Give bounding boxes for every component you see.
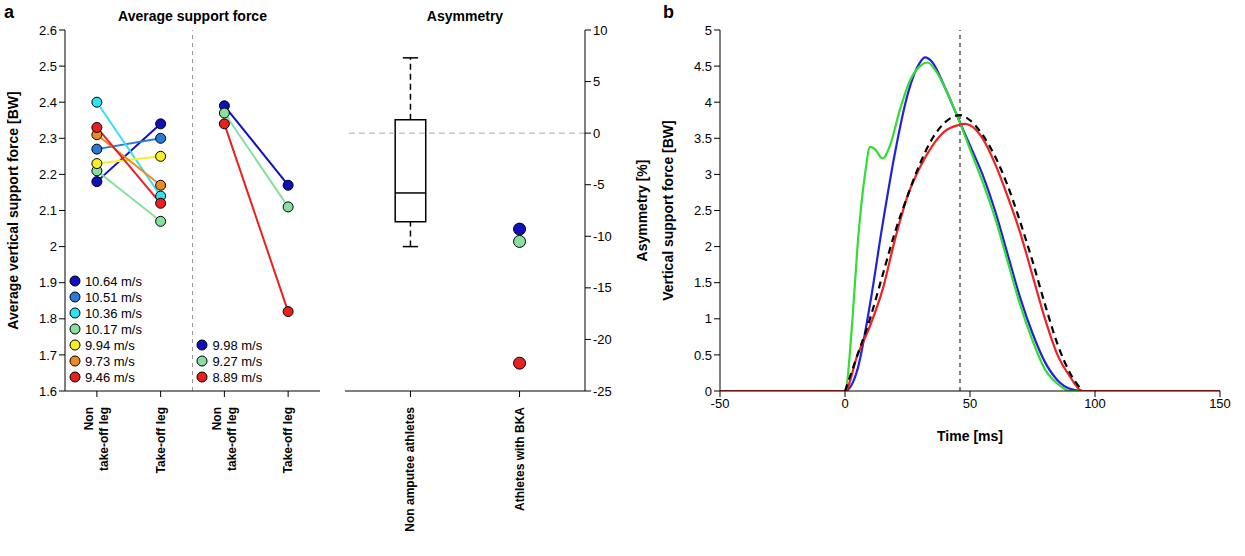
svg-text:0: 0 xyxy=(841,396,848,411)
svg-text:Vertical support force [BW]: Vertical support force [BW] xyxy=(660,120,676,300)
svg-text:2.3: 2.3 xyxy=(39,131,57,146)
html-text:10.36 m/s: 10.36 m/s xyxy=(84,305,142,321)
svg-text:1.5: 1.5 xyxy=(694,275,712,290)
html-text:Average support force: Average support force xyxy=(118,8,267,24)
html-text:10.51 m/s: 10.51 m/s xyxy=(84,289,142,305)
svg-text:0: 0 xyxy=(705,384,712,399)
svg-text:Non amputee athletes: Non amputee athletes xyxy=(403,407,417,532)
html-text:10.17 m/s: 10.17 m/s xyxy=(84,321,142,337)
svg-text:2: 2 xyxy=(50,239,57,254)
html-text:b: b xyxy=(663,2,674,22)
svg-text:3: 3 xyxy=(705,167,712,182)
html-text:Asymmetry: Asymmetry xyxy=(426,8,504,24)
svg-text:Time [ms]: Time [ms] xyxy=(937,428,1003,444)
svg-text:Take-off leg: Take-off leg xyxy=(154,407,168,473)
svg-text:1.7: 1.7 xyxy=(39,348,57,363)
html-text:9.73 m/s: 9.73 m/s xyxy=(84,353,135,369)
svg-text:-15: -15 xyxy=(593,280,612,295)
svg-text:100: 100 xyxy=(1084,396,1106,411)
svg-text:0.5: 0.5 xyxy=(694,348,712,363)
svg-text:150: 150 xyxy=(1209,396,1231,411)
svg-text:50: 50 xyxy=(963,396,977,411)
svg-text:Athletes with BKA: Athletes with BKA xyxy=(513,407,527,511)
html-text:10.64 m/s: 10.64 m/s xyxy=(84,273,142,289)
svg-text:5: 5 xyxy=(593,74,600,89)
svg-text:1.8: 1.8 xyxy=(39,311,57,326)
svg-text:Nontake-off leg: Nontake-off leg xyxy=(210,407,239,471)
html-text:8.89 m/s: 8.89 m/s xyxy=(212,369,263,385)
svg-text:-10: -10 xyxy=(593,229,612,244)
svg-text:4.5: 4.5 xyxy=(694,59,712,74)
html-text:9.98 m/s: 9.98 m/s xyxy=(212,337,263,353)
svg-text:2.6: 2.6 xyxy=(39,23,57,38)
html-text:9.27 m/s: 9.27 m/s xyxy=(212,353,263,369)
svg-text:10: 10 xyxy=(593,23,607,38)
svg-text:2.1: 2.1 xyxy=(39,203,57,218)
svg-text:5: 5 xyxy=(705,23,712,38)
svg-text:0: 0 xyxy=(593,126,600,141)
svg-text:2: 2 xyxy=(705,239,712,254)
svg-text:-20: -20 xyxy=(593,332,612,347)
svg-text:2.5: 2.5 xyxy=(39,59,57,74)
svg-text:3.5: 3.5 xyxy=(694,131,712,146)
svg-text:Asymmetry [%]: Asymmetry [%] xyxy=(634,160,650,262)
svg-text:4: 4 xyxy=(705,95,712,110)
html-text:9.46 m/s: 9.46 m/s xyxy=(84,369,135,385)
svg-text:2.4: 2.4 xyxy=(39,95,57,110)
svg-text:Nontake-off leg: Nontake-off leg xyxy=(82,407,111,471)
svg-text:1.6: 1.6 xyxy=(39,384,57,399)
svg-text:2.5: 2.5 xyxy=(694,203,712,218)
svg-text:1: 1 xyxy=(705,311,712,326)
svg-text:-50: -50 xyxy=(711,396,730,411)
svg-text:Average vertical support force: Average vertical support force [BW] xyxy=(5,91,21,329)
html-text:9.94 m/s: 9.94 m/s xyxy=(84,337,135,353)
svg-text:-5: -5 xyxy=(593,177,605,192)
svg-text:2.2: 2.2 xyxy=(39,167,57,182)
svg-text:1.9: 1.9 xyxy=(39,275,57,290)
html-text:a: a xyxy=(4,2,14,22)
svg-text:-25: -25 xyxy=(593,384,612,399)
svg-text:Take-off leg: Take-off leg xyxy=(281,407,295,473)
